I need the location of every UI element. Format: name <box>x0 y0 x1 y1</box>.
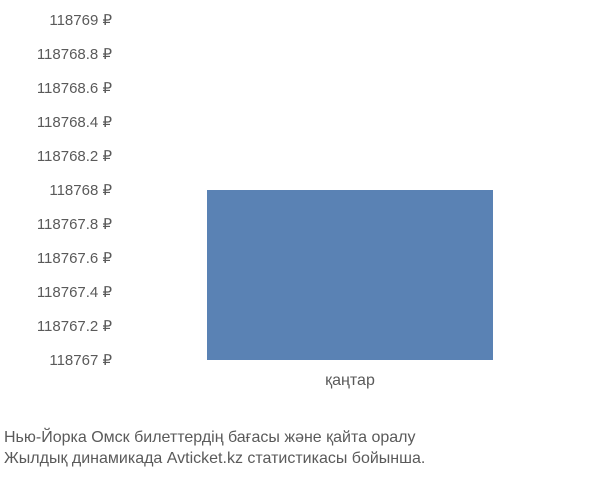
chart-container: 118769 ₽118768.8 ₽118768.6 ₽118768.4 ₽11… <box>0 20 600 400</box>
y-tick-label: 118768.4 ₽ <box>0 113 112 131</box>
bar <box>207 190 492 360</box>
y-tick-label: 118767 ₽ <box>0 351 112 369</box>
chart-caption: Нью-Йорка Омск билеттердің бағасы және қ… <box>0 427 600 470</box>
y-tick-label: 118768.2 ₽ <box>0 147 112 165</box>
y-tick-label: 118768.8 ₽ <box>0 45 112 63</box>
plot-area: қаңтар <box>120 20 580 360</box>
caption-line-1: Нью-Йорка Омск билеттердің бағасы және қ… <box>4 427 596 449</box>
caption-line-2: Жылдық динамикада Avticket.kz статистика… <box>4 448 596 470</box>
x-tick-label: қаңтар <box>325 372 375 390</box>
y-tick-label: 118767.6 ₽ <box>0 249 112 267</box>
y-tick-label: 118768.6 ₽ <box>0 79 112 97</box>
y-tick-label: 118767.4 ₽ <box>0 283 112 301</box>
y-tick-label: 118767.2 ₽ <box>0 317 112 335</box>
y-tick-label: 118767.8 ₽ <box>0 215 112 233</box>
y-axis: 118769 ₽118768.8 ₽118768.6 ₽118768.4 ₽11… <box>0 20 120 360</box>
y-tick-label: 118769 ₽ <box>0 11 112 29</box>
y-tick-label: 118768 ₽ <box>0 181 112 199</box>
